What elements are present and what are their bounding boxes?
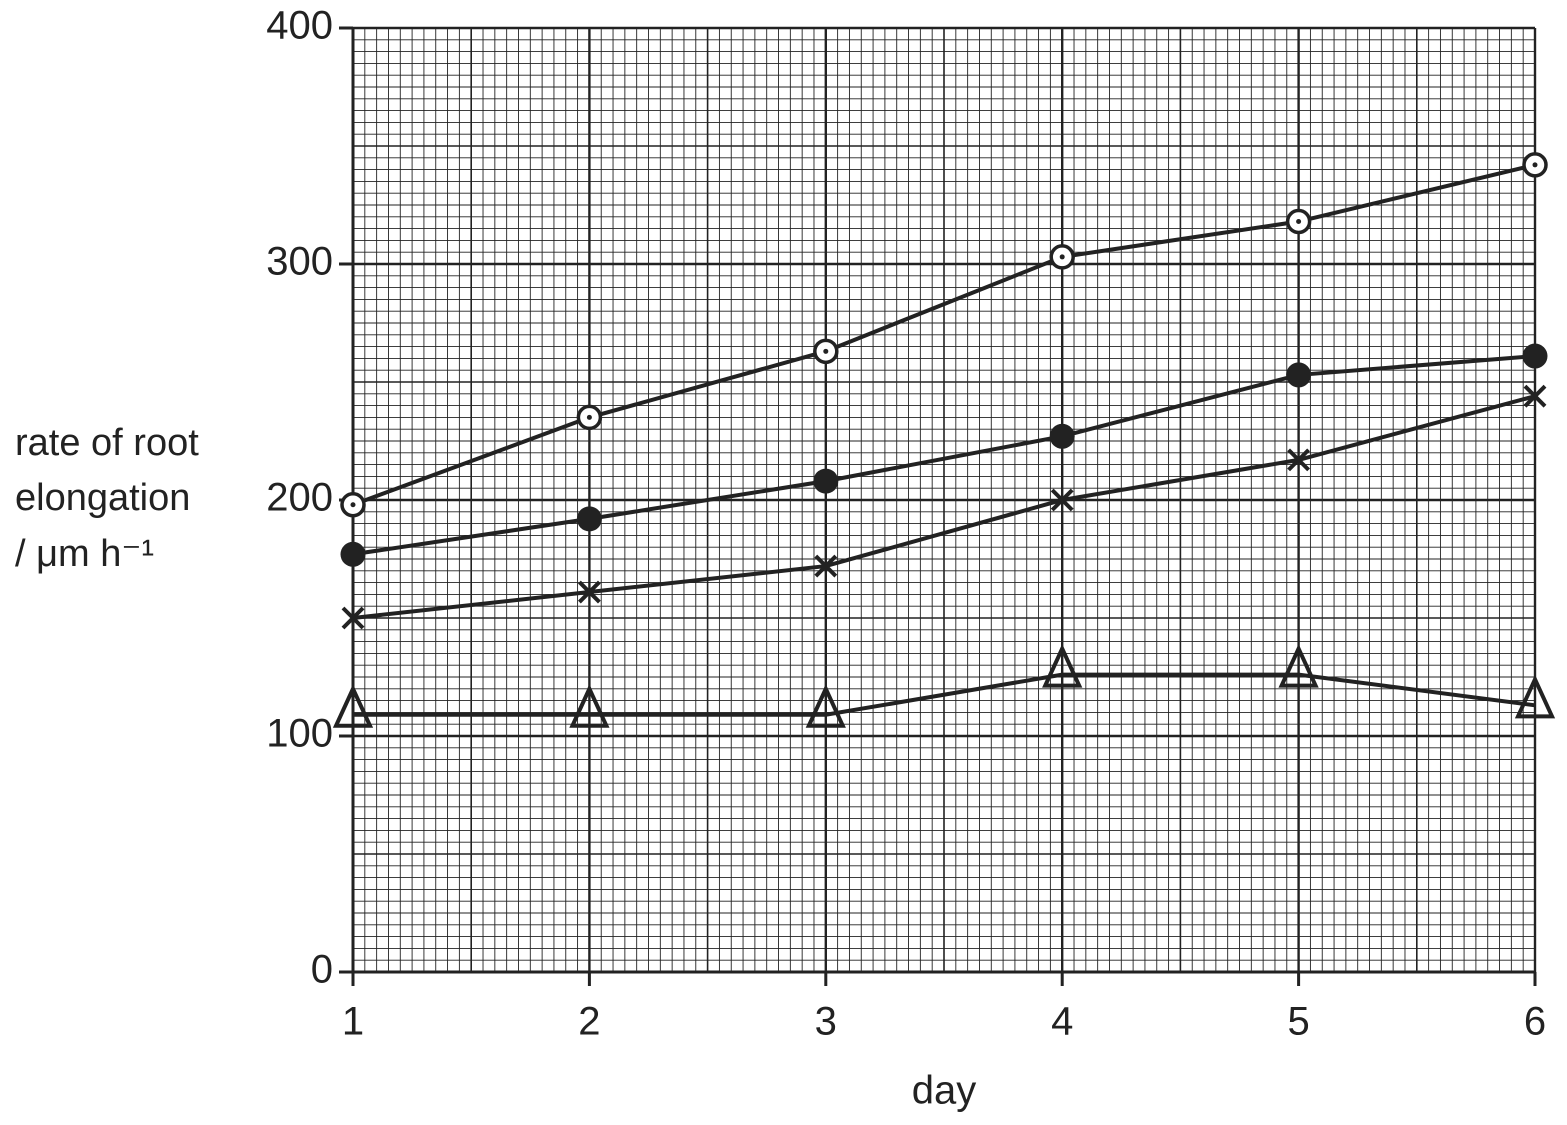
marker-dot xyxy=(586,414,592,420)
x-tick-label: 5 xyxy=(1287,1000,1309,1044)
y-tick-label: 400 xyxy=(266,4,333,48)
marker-dot xyxy=(350,502,356,508)
y-axis-label: elongation xyxy=(15,477,190,519)
marker xyxy=(340,541,366,567)
marker-dot xyxy=(1059,254,1065,260)
marker xyxy=(1287,448,1311,472)
marker xyxy=(576,506,602,532)
x-tick-label: 2 xyxy=(578,1000,600,1044)
series-line xyxy=(352,162,1536,507)
y-axis-label: / μm h⁻¹ xyxy=(15,533,154,575)
marker-dot xyxy=(1532,162,1538,168)
marker xyxy=(1042,643,1083,688)
marker xyxy=(1286,362,1312,388)
marker xyxy=(569,683,610,728)
y-tick-label: 300 xyxy=(266,240,333,284)
marker xyxy=(341,606,365,630)
marker xyxy=(813,468,839,494)
marker-dot xyxy=(1296,219,1302,225)
marker xyxy=(332,683,374,728)
marker xyxy=(1049,423,1075,449)
marker xyxy=(1523,384,1547,408)
x-tick-label: 6 xyxy=(1524,1000,1546,1044)
x-tick-label: 3 xyxy=(815,1000,837,1044)
series-line xyxy=(353,672,1536,717)
x-tick-label: 1 xyxy=(342,1000,364,1044)
marker xyxy=(577,580,601,604)
y-tick-label: 200 xyxy=(266,476,333,520)
y-axis-label: rate of root xyxy=(15,422,199,464)
marker xyxy=(814,554,838,578)
series-line xyxy=(352,394,1536,620)
y-tick-label: 100 xyxy=(266,712,333,756)
x-axis-label: day xyxy=(912,1069,977,1113)
marker xyxy=(1522,343,1548,369)
marker xyxy=(805,683,846,728)
marker xyxy=(1050,488,1074,512)
series-line xyxy=(352,354,1536,557)
marker-dot xyxy=(823,348,829,354)
marker xyxy=(1278,643,1319,688)
x-tick-label: 4 xyxy=(1051,1000,1073,1044)
y-tick-label: 0 xyxy=(311,948,333,992)
marker xyxy=(1514,674,1556,719)
